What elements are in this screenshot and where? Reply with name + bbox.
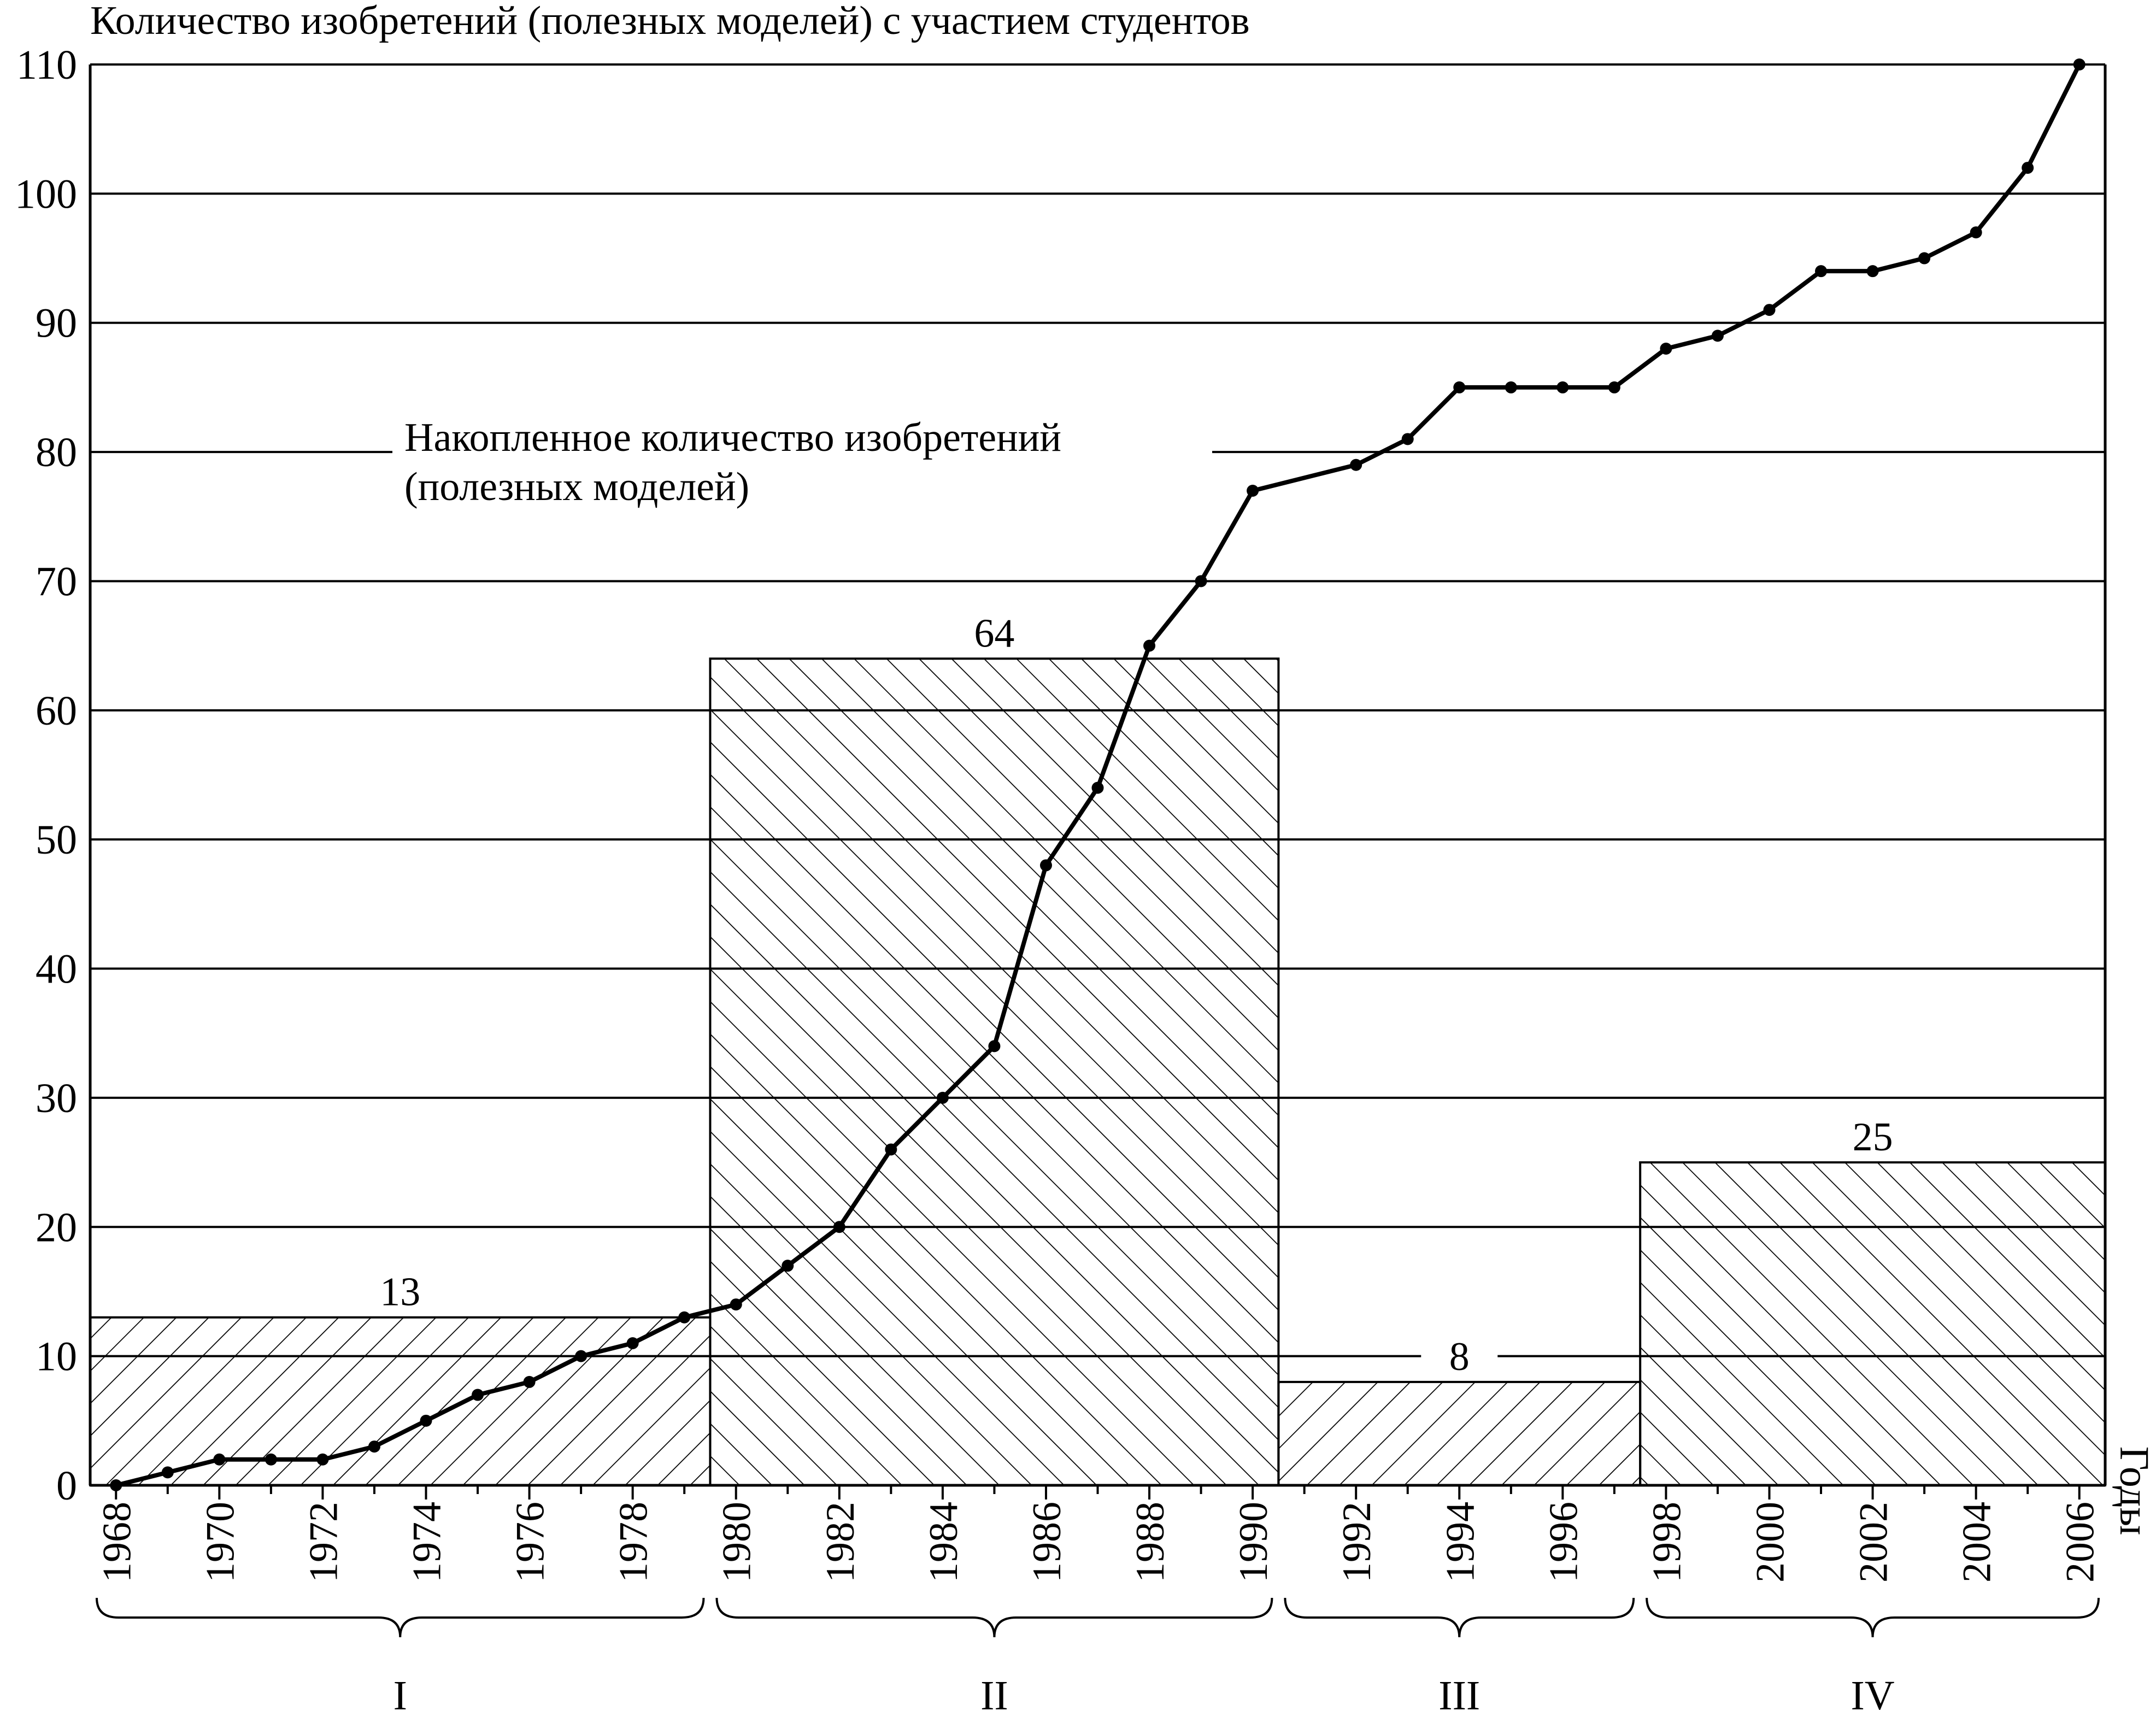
data-point [265, 1453, 277, 1466]
x-tick-label: 2000 [1748, 1502, 1793, 1583]
data-point [885, 1143, 897, 1156]
y-tick-label: 50 [36, 817, 77, 863]
period-bar [709, 657, 1280, 1486]
period-label: I [393, 1673, 407, 1717]
data-point [678, 1311, 691, 1324]
chart-title: Количество изобретений (полезных моделей… [90, 0, 1250, 43]
data-point [626, 1337, 639, 1349]
x-tick-label: 1968 [95, 1502, 139, 1583]
data-point [1505, 381, 1517, 393]
y-tick-label: 10 [36, 1334, 77, 1380]
annotation-text: Накопленное количество изобретений [404, 415, 1061, 460]
data-point [988, 1040, 1001, 1052]
period-bar [89, 1316, 712, 1487]
period-brace [1284, 1597, 1635, 1638]
x-tick-label: 1986 [1025, 1502, 1070, 1583]
data-point [782, 1260, 794, 1272]
cumulative-series [110, 58, 2085, 1491]
y-tick-label: 0 [56, 1463, 77, 1509]
data-point [1091, 781, 1104, 794]
data-point [1350, 458, 1362, 471]
x-tick-label: 1972 [301, 1502, 346, 1583]
y-tick-label: 30 [36, 1075, 77, 1121]
x-axis-ticks: 1968 1970 1972 1974 1976 1978 1980 1982 1984 1986… [95, 1485, 2103, 1583]
data-point [1401, 433, 1414, 445]
data-point [1660, 343, 1672, 355]
y-tick-label: 80 [36, 430, 77, 475]
bar-value-label: 8 [1449, 1334, 1470, 1379]
data-point [833, 1221, 845, 1233]
data-point [1247, 485, 1259, 497]
data-point [1763, 304, 1776, 316]
data-point [1556, 381, 1569, 393]
data-point [523, 1375, 536, 1388]
period-label: II [980, 1673, 1008, 1717]
x-tick-label: 1980 [715, 1502, 760, 1583]
period-braces: I II III IV [96, 1597, 2100, 1717]
data-point [1453, 381, 1466, 393]
data-point [1608, 381, 1620, 393]
x-tick-label: 1970 [198, 1502, 243, 1583]
data-point [575, 1350, 588, 1362]
data-point [730, 1298, 742, 1311]
period-bar [1639, 1161, 2106, 1486]
line-annotation: Накопленное количество изобретений(полез… [392, 409, 1212, 529]
x-tick-label: 1996 [1541, 1502, 1586, 1583]
period-bar [1277, 1380, 1642, 1487]
data-point [1039, 859, 1052, 872]
x-tick-label: 2006 [2058, 1502, 2103, 1583]
data-point [1711, 330, 1724, 342]
x-tick-label: 1976 [508, 1502, 553, 1583]
data-point [1195, 575, 1207, 587]
data-point [1918, 252, 1931, 264]
x-tick-label: 1974 [405, 1502, 450, 1583]
data-point [1815, 265, 1828, 278]
x-tick-label: 2002 [1852, 1502, 1896, 1583]
data-point [472, 1389, 484, 1401]
x-tick-label: 1978 [612, 1502, 656, 1583]
period-brace [1646, 1597, 2100, 1638]
y-tick-label: 110 [16, 42, 77, 88]
series-line [115, 63, 2082, 1487]
value-label-background [1421, 1331, 1498, 1375]
data-point [316, 1453, 329, 1466]
period-brace [96, 1597, 705, 1638]
x-tick-label: 1994 [1438, 1502, 1483, 1583]
period-bars: 13 64 8 25 [89, 611, 2106, 1487]
annotation-background [392, 409, 1212, 529]
x-tick-label: 1990 [1231, 1502, 1276, 1583]
y-tick-label: 40 [36, 946, 77, 992]
y-tick-label: 20 [36, 1204, 77, 1250]
period-label: IV [1850, 1673, 1894, 1717]
x-tick-label: 1984 [921, 1502, 966, 1583]
y-tick-label: 90 [36, 301, 77, 346]
data-point [161, 1466, 174, 1479]
bar-value-label: 13 [380, 1270, 420, 1315]
x-tick-label: 2004 [1955, 1502, 2000, 1583]
x-tick-label: 1992 [1335, 1502, 1379, 1583]
x-tick-label: 1998 [1644, 1502, 1689, 1583]
y-tick-label: 60 [36, 688, 77, 734]
data-point [1143, 639, 1156, 652]
data-point [936, 1091, 949, 1104]
x-tick-label: 1988 [1128, 1502, 1173, 1583]
data-point [1970, 226, 1982, 239]
bar-value-label: 64 [974, 611, 1014, 656]
data-point [213, 1453, 226, 1466]
y-tick-label: 70 [36, 558, 77, 604]
period-label: III [1438, 1673, 1480, 1717]
data-point [1866, 265, 1879, 278]
data-point [2073, 58, 2085, 70]
data-point [368, 1440, 380, 1453]
bar-value-label: 25 [1853, 1115, 1893, 1160]
period-brace [715, 1597, 1273, 1638]
x-tick-label: 1982 [818, 1502, 863, 1583]
y-tick-label: 100 [15, 171, 77, 217]
annotation-text: (полезных моделей) [404, 464, 749, 509]
data-point [2022, 162, 2034, 174]
data-point [420, 1414, 432, 1427]
y-axis-ticks: 0 10 20 30 40 50 60 70 80 90 100 110 [15, 42, 77, 1509]
x-axis-label: Годы [2111, 1446, 2156, 1536]
